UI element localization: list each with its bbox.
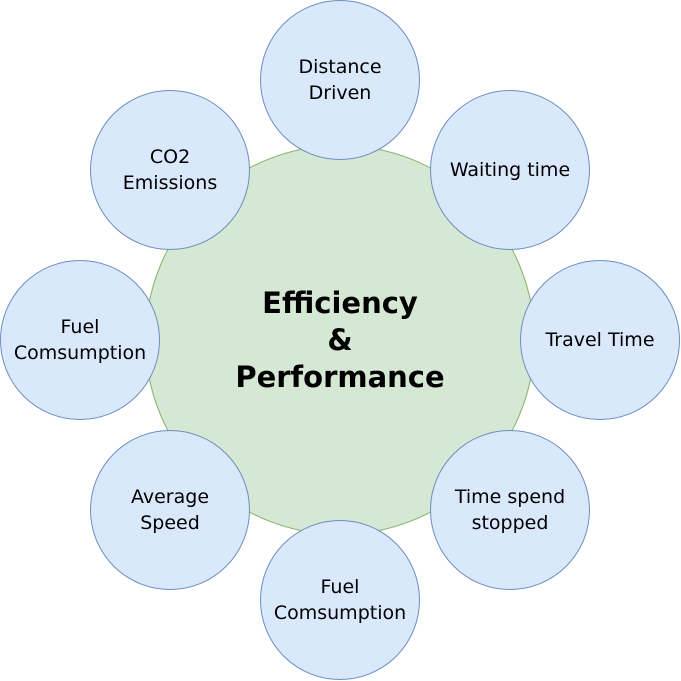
node-label: Travel Time bbox=[545, 329, 655, 351]
node-distance-driven: Distance Driven bbox=[260, 0, 420, 160]
node-fuel-consumption-left: Fuel Comsumption bbox=[0, 260, 160, 420]
node-label: CO2 Emissions bbox=[122, 146, 218, 194]
node-travel-time: Travel Time bbox=[520, 260, 680, 420]
node-label: Distance Driven bbox=[298, 56, 382, 104]
node-waiting-time: Waiting time bbox=[430, 90, 590, 250]
node-label: Average Speed bbox=[130, 486, 210, 534]
node-co2-emissions: CO2 Emissions bbox=[90, 90, 250, 250]
node-average-speed: Average Speed bbox=[90, 430, 250, 590]
node-label: Time spend stopped bbox=[454, 486, 566, 534]
node-label: Waiting time bbox=[449, 159, 571, 181]
node-label: Fuel Comsumption bbox=[13, 316, 147, 364]
node-fuel-consumption-bottom: Fuel Comsumption bbox=[260, 520, 420, 680]
central-concept-label: Efficiency & Performance bbox=[235, 286, 445, 394]
node-label: Fuel Comsumption bbox=[273, 576, 407, 624]
node-time-spend-stopped: Time spend stopped bbox=[430, 430, 590, 590]
